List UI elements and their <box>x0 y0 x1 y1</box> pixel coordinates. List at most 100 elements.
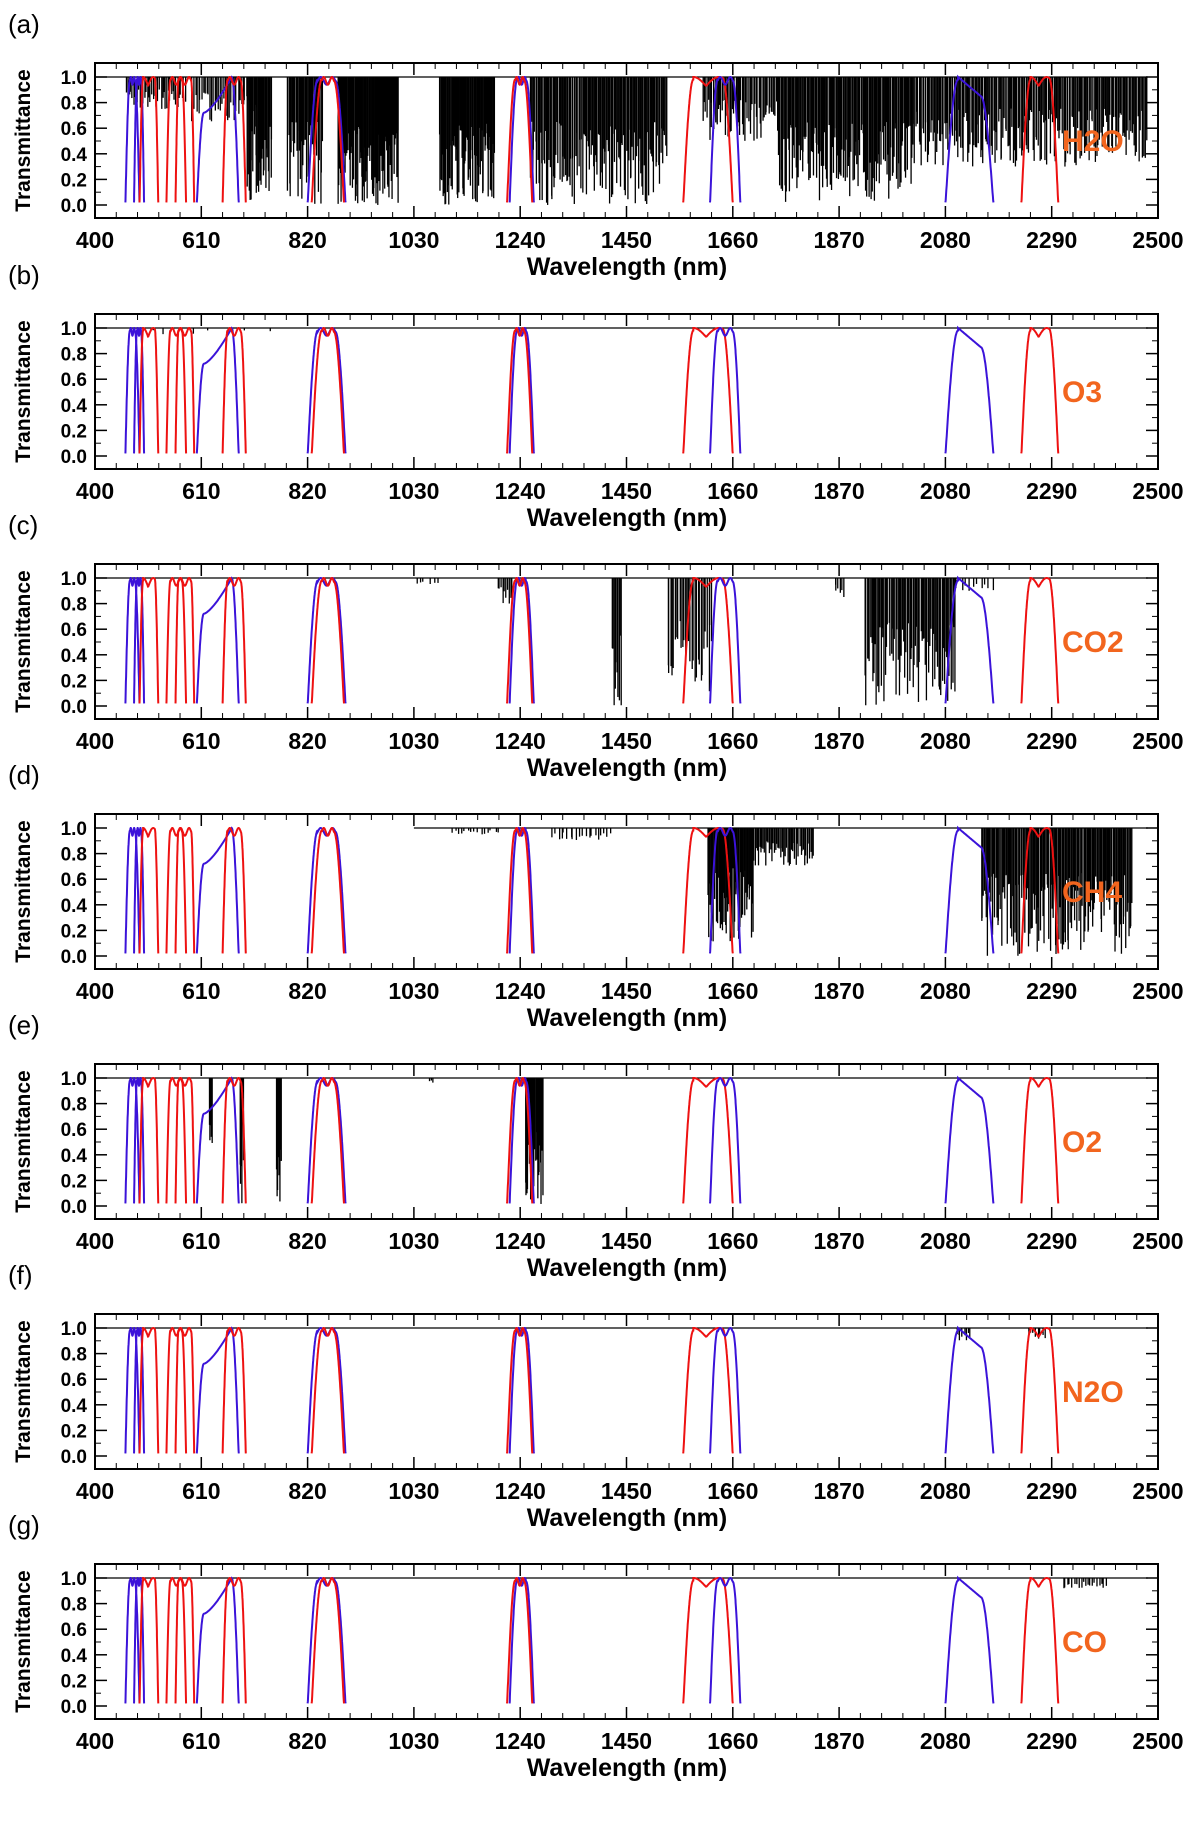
red-band-response <box>165 827 188 954</box>
red-band-response <box>310 1327 345 1454</box>
blue-band-response <box>124 1077 141 1204</box>
red-band-response <box>682 1077 734 1204</box>
x-tick-label: 2080 <box>920 978 971 1004</box>
blue-band-response <box>195 1576 240 1704</box>
blue-band-response <box>124 577 141 704</box>
x-tick-label: 1870 <box>814 1728 865 1754</box>
blue-band-response <box>944 1575 995 1704</box>
red-band-response <box>165 327 188 454</box>
y-tick-label: 0.0 <box>61 1447 87 1468</box>
transmittance-spectrum <box>413 827 1148 956</box>
panel-letter: (a) <box>8 9 40 39</box>
y-axis-title: Transmittance <box>12 820 35 962</box>
x-tick-label: 2080 <box>920 1228 971 1254</box>
panel-co2: 400 610 820 1030 1240 1450 1660 1870 2080 2290 250… <box>8 510 1184 782</box>
transmittance-spectrum <box>96 1577 1148 1589</box>
x-tick-label: 1240 <box>495 227 546 253</box>
x-tick-label: 820 <box>288 478 326 504</box>
x-tick-label: 820 <box>288 1478 326 1504</box>
blue-band-response <box>508 76 535 203</box>
panel-letter: (d) <box>8 760 40 790</box>
red-band-response <box>1020 1327 1060 1454</box>
x-tick-label: 2290 <box>1026 1728 1077 1754</box>
x-tick-label: 2500 <box>1132 1228 1183 1254</box>
blue-band-response <box>944 1075 995 1204</box>
y-tick-label: 0.0 <box>61 447 87 468</box>
gas-label: N2O <box>1062 1376 1124 1409</box>
x-tick-label: 610 <box>182 1228 220 1254</box>
x-tick-label: 400 <box>76 978 114 1004</box>
x-tick-label: 400 <box>76 478 114 504</box>
red-band-response <box>682 327 734 454</box>
red-band-response <box>506 577 534 704</box>
x-tick-label: 1030 <box>388 478 439 504</box>
red-band-response <box>1020 327 1060 454</box>
red-band-response <box>310 327 345 454</box>
x-tick-label: 1240 <box>495 728 546 754</box>
x-tick-label: 1870 <box>814 227 865 253</box>
transmittance-spectrum <box>96 1077 1148 1204</box>
blue-band-response <box>124 76 141 203</box>
x-axis-title: Wavelength (nm) <box>527 754 727 782</box>
x-tick-label: 1450 <box>601 1228 652 1254</box>
x-tick-label: 610 <box>182 227 220 253</box>
red-band-response <box>506 76 534 203</box>
blue-band-response <box>508 1577 535 1704</box>
y-axis-title: Transmittance <box>12 320 35 462</box>
x-tick-label: 1030 <box>388 1228 439 1254</box>
y-tick-label: 1.0 <box>61 1069 87 1090</box>
gas-label: O2 <box>1062 1126 1102 1159</box>
red-band-response <box>221 1077 247 1204</box>
x-tick-label: 820 <box>288 227 326 253</box>
y-tick-label: 0.2 <box>61 421 87 442</box>
blue-band-response <box>133 1077 146 1204</box>
y-tick-label: 1.0 <box>61 319 87 340</box>
blue-band-response <box>508 827 535 954</box>
red-band-response <box>221 1577 247 1704</box>
panel-n2o: 400 610 820 1030 1240 1450 1660 1870 2080 2290 250… <box>8 1260 1184 1532</box>
blue-band-response <box>944 575 995 704</box>
x-tick-label: 1660 <box>707 1478 758 1504</box>
x-tick-label: 1870 <box>814 1478 865 1504</box>
x-axis-title: Wavelength (nm) <box>527 1504 727 1532</box>
gas-label: CO <box>1062 1626 1107 1659</box>
y-tick-label: 0.6 <box>61 119 87 140</box>
x-tick-label: 820 <box>288 1228 326 1254</box>
x-axis-title: Wavelength (nm) <box>527 504 727 532</box>
blue-band-response <box>195 326 240 454</box>
y-axis-title: Transmittance <box>12 1570 35 1712</box>
plot-frame <box>94 1063 1159 1220</box>
y-tick-label: 0.8 <box>61 1595 87 1616</box>
x-tick-label: 1240 <box>495 1228 546 1254</box>
x-axis-title: Wavelength (nm) <box>527 253 727 281</box>
x-tick-label: 1450 <box>601 227 652 253</box>
panel-letter: (c) <box>8 510 38 540</box>
panel-letter: (g) <box>8 1510 40 1540</box>
y-tick-label: 0.6 <box>61 370 87 391</box>
blue-band-response <box>195 576 240 704</box>
x-tick-label: 2500 <box>1132 227 1183 253</box>
panel-h2o: 400 610 820 1030 1240 1450 1660 1870 2080 2290 250… <box>8 9 1184 281</box>
panel-letter: (b) <box>8 260 40 290</box>
red-band-response <box>174 327 196 454</box>
y-tick-label: 0.8 <box>61 1095 87 1116</box>
x-tick-label: 2500 <box>1132 1728 1183 1754</box>
y-tick-label: 0.2 <box>61 1671 87 1692</box>
transmittance-spectrum <box>96 76 1148 205</box>
x-axis-title: Wavelength (nm) <box>527 1754 727 1782</box>
blue-band-response <box>944 825 995 954</box>
blue-band-response <box>133 577 146 704</box>
red-band-response <box>174 1077 196 1204</box>
x-tick-label: 2290 <box>1026 1478 1077 1504</box>
y-tick-label: 0.4 <box>61 396 88 417</box>
y-tick-label: 0.6 <box>61 1370 87 1391</box>
x-tick-label: 2500 <box>1132 728 1183 754</box>
y-tick-label: 0.6 <box>61 870 87 891</box>
x-tick-label: 1870 <box>814 1228 865 1254</box>
y-tick-label: 1.0 <box>61 1569 87 1590</box>
red-band-response <box>506 327 534 454</box>
red-band-response <box>138 577 160 704</box>
transmittance-spectrum <box>96 1327 1148 1341</box>
plot-frame <box>94 563 1159 720</box>
y-tick-label: 0.0 <box>61 1697 87 1718</box>
